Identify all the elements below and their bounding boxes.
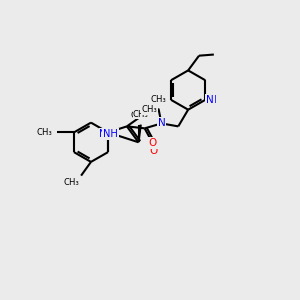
Text: NH: NH [103, 129, 118, 139]
Text: NH: NH [100, 129, 114, 139]
Text: CH₃: CH₃ [150, 95, 167, 104]
Text: N: N [158, 118, 165, 128]
Text: CH₃: CH₃ [130, 111, 147, 120]
Text: CH₃: CH₃ [37, 128, 52, 137]
Text: CH₃: CH₃ [38, 128, 54, 137]
Text: O: O [150, 146, 158, 156]
Text: CH₃: CH₃ [143, 105, 160, 114]
Text: CH₃: CH₃ [63, 178, 79, 187]
Text: CH₃: CH₃ [151, 94, 166, 103]
Text: N: N [206, 95, 214, 105]
Text: O: O [148, 138, 157, 148]
Text: N: N [209, 95, 217, 105]
Text: CH₃: CH₃ [62, 179, 79, 188]
Text: CH₃: CH₃ [142, 105, 158, 114]
Text: CH₃: CH₃ [133, 110, 149, 119]
Text: CH₃: CH₃ [133, 110, 149, 119]
Text: N: N [158, 118, 165, 128]
